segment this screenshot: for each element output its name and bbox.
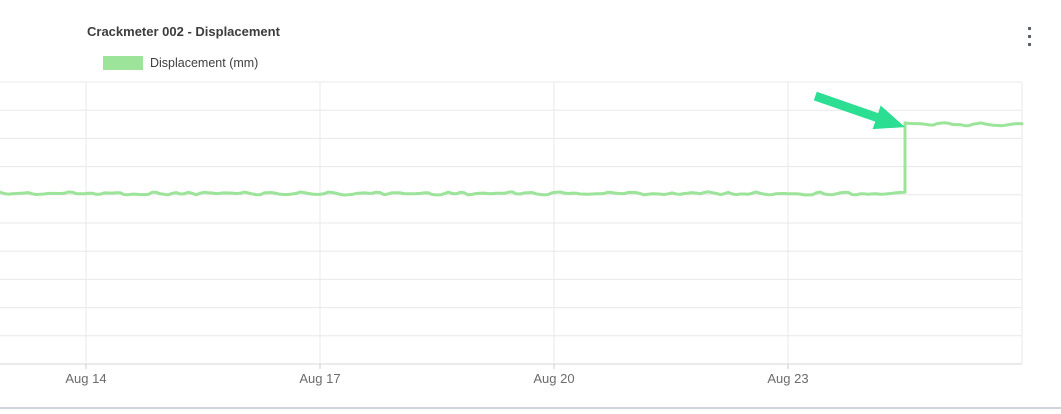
chart-title: Crackmeter 002 - Displacement	[87, 24, 280, 39]
x-tick-label: Aug 20	[533, 371, 574, 386]
legend-label: Displacement (mm)	[150, 56, 259, 70]
x-tick-label: Aug 17	[299, 371, 340, 386]
x-tick-label: Aug 14	[65, 371, 106, 386]
legend-item-displacement[interactable]: Displacement (mm)	[103, 56, 258, 70]
legend-swatch	[103, 56, 143, 70]
displacement-line-series[interactable]	[0, 121, 1024, 197]
annotation-arrow	[813, 91, 905, 130]
kebab-dot	[1027, 34, 1031, 38]
card-bottom-border	[0, 407, 1061, 409]
kebab-dot	[1027, 26, 1031, 30]
gridlines	[0, 81, 1023, 365]
kebab-menu-icon[interactable]	[1020, 20, 1038, 52]
x-tick-label: Aug 23	[767, 371, 808, 386]
chart-legend: Displacement (mm)	[103, 56, 258, 70]
kebab-dot	[1027, 42, 1031, 46]
x-axis: Aug 14 Aug 17 Aug 20 Aug 23	[65, 364, 809, 386]
